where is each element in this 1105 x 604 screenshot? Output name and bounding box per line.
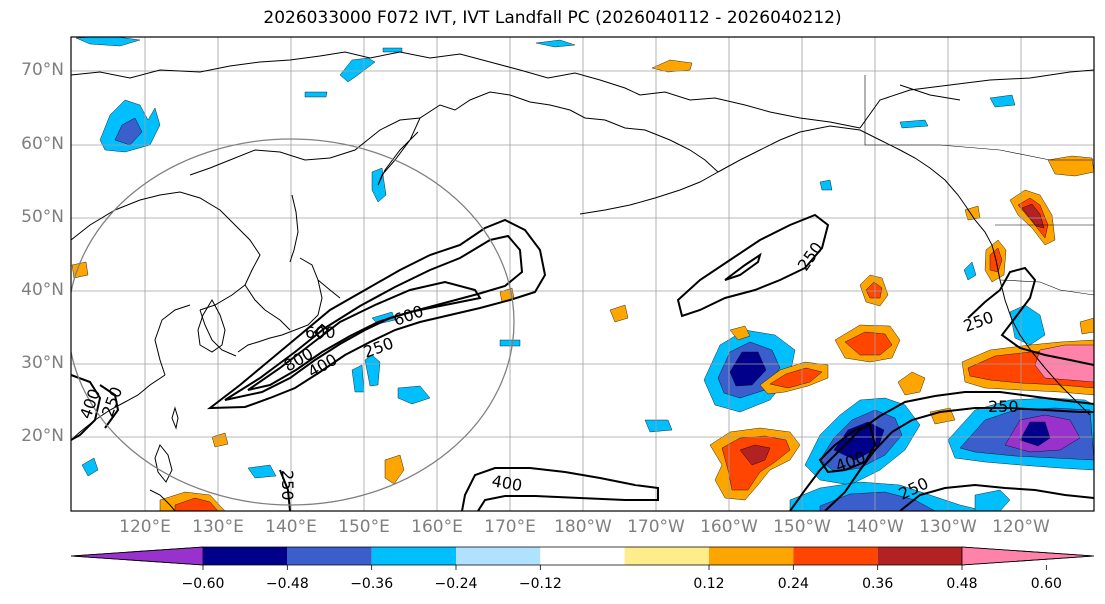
lat-label: 20°N: [21, 426, 64, 446]
contour-label: 250: [961, 307, 996, 335]
lon-label: 170°W: [627, 517, 685, 537]
lon-label: 160°E: [411, 517, 463, 537]
colorbar-swatch: [709, 547, 794, 565]
colorbar-swatch: [961, 546, 1095, 566]
colorbar-swatch: [287, 547, 372, 565]
contour-label: 400: [490, 471, 523, 495]
contour-label-group: 250 400 600 800 600 250 400 250 250 250 …: [76, 238, 1019, 503]
colorbar: [70, 546, 1095, 570]
ivt-contours: [71, 213, 1094, 511]
colorbar-tick-label: 0.24: [777, 576, 809, 592]
colorbar-tick-label: −0.24: [434, 576, 478, 592]
lat-label: 40°N: [21, 280, 64, 300]
contour-label: 600: [391, 301, 426, 329]
contour-label: 600: [305, 323, 336, 342]
range-ring: [71, 138, 515, 506]
map-title: 2026033000 F072 IVT, IVT Landfall PC (20…: [263, 8, 842, 28]
colorbar-tick-label: 0.36: [862, 576, 894, 592]
colorbar-swatch: [624, 547, 709, 565]
colorbar-tick-label: 0.60: [1030, 576, 1062, 592]
contour-label: 250: [794, 238, 827, 274]
colorbar-tick-label: 0.12: [693, 576, 725, 592]
colorbar-tick-label: −0.12: [518, 576, 562, 592]
colorbar-tick-label: −0.60: [181, 576, 225, 592]
lon-label: 170°E: [484, 517, 536, 537]
contour-label: 250: [98, 384, 126, 419]
lat-label: 70°N: [21, 60, 64, 80]
colorbar-swatch: [203, 547, 288, 565]
map-frame: [70, 36, 1095, 512]
lon-label: 150°E: [338, 517, 390, 537]
lon-label: 120°W: [992, 517, 1050, 537]
lat-label: 60°N: [21, 134, 64, 154]
lon-label: 130°W: [919, 517, 977, 537]
colorbar-tick-label: −0.48: [265, 576, 309, 592]
colorbar-swatch: [540, 547, 625, 565]
lon-label: 180°W: [554, 517, 612, 537]
colorbar-swatch: [456, 547, 541, 565]
colorbar-swatch: [371, 547, 456, 565]
lon-label: 140°W: [846, 517, 904, 537]
contour-label: 250: [278, 470, 297, 501]
coastlines: [71, 51, 1094, 511]
lon-label: 120°E: [119, 517, 171, 537]
colorbar-tick-label: −0.36: [350, 576, 394, 592]
contour-label: 250: [988, 397, 1019, 416]
lon-label: 150°W: [773, 517, 831, 537]
lon-label: 140°E: [265, 517, 317, 537]
colorbar-swatch: [70, 546, 204, 566]
colorbar-swatch: [793, 547, 878, 565]
colorbar-swatch: [877, 547, 962, 565]
lat-label: 50°N: [21, 207, 64, 227]
lat-label: 30°N: [21, 353, 64, 373]
lon-label: 160°W: [700, 517, 758, 537]
graticule: [71, 37, 1094, 511]
lon-label: 130°E: [192, 517, 244, 537]
colorbar-tick-label: 0.48: [946, 576, 978, 592]
contour-label: 250: [361, 333, 396, 361]
